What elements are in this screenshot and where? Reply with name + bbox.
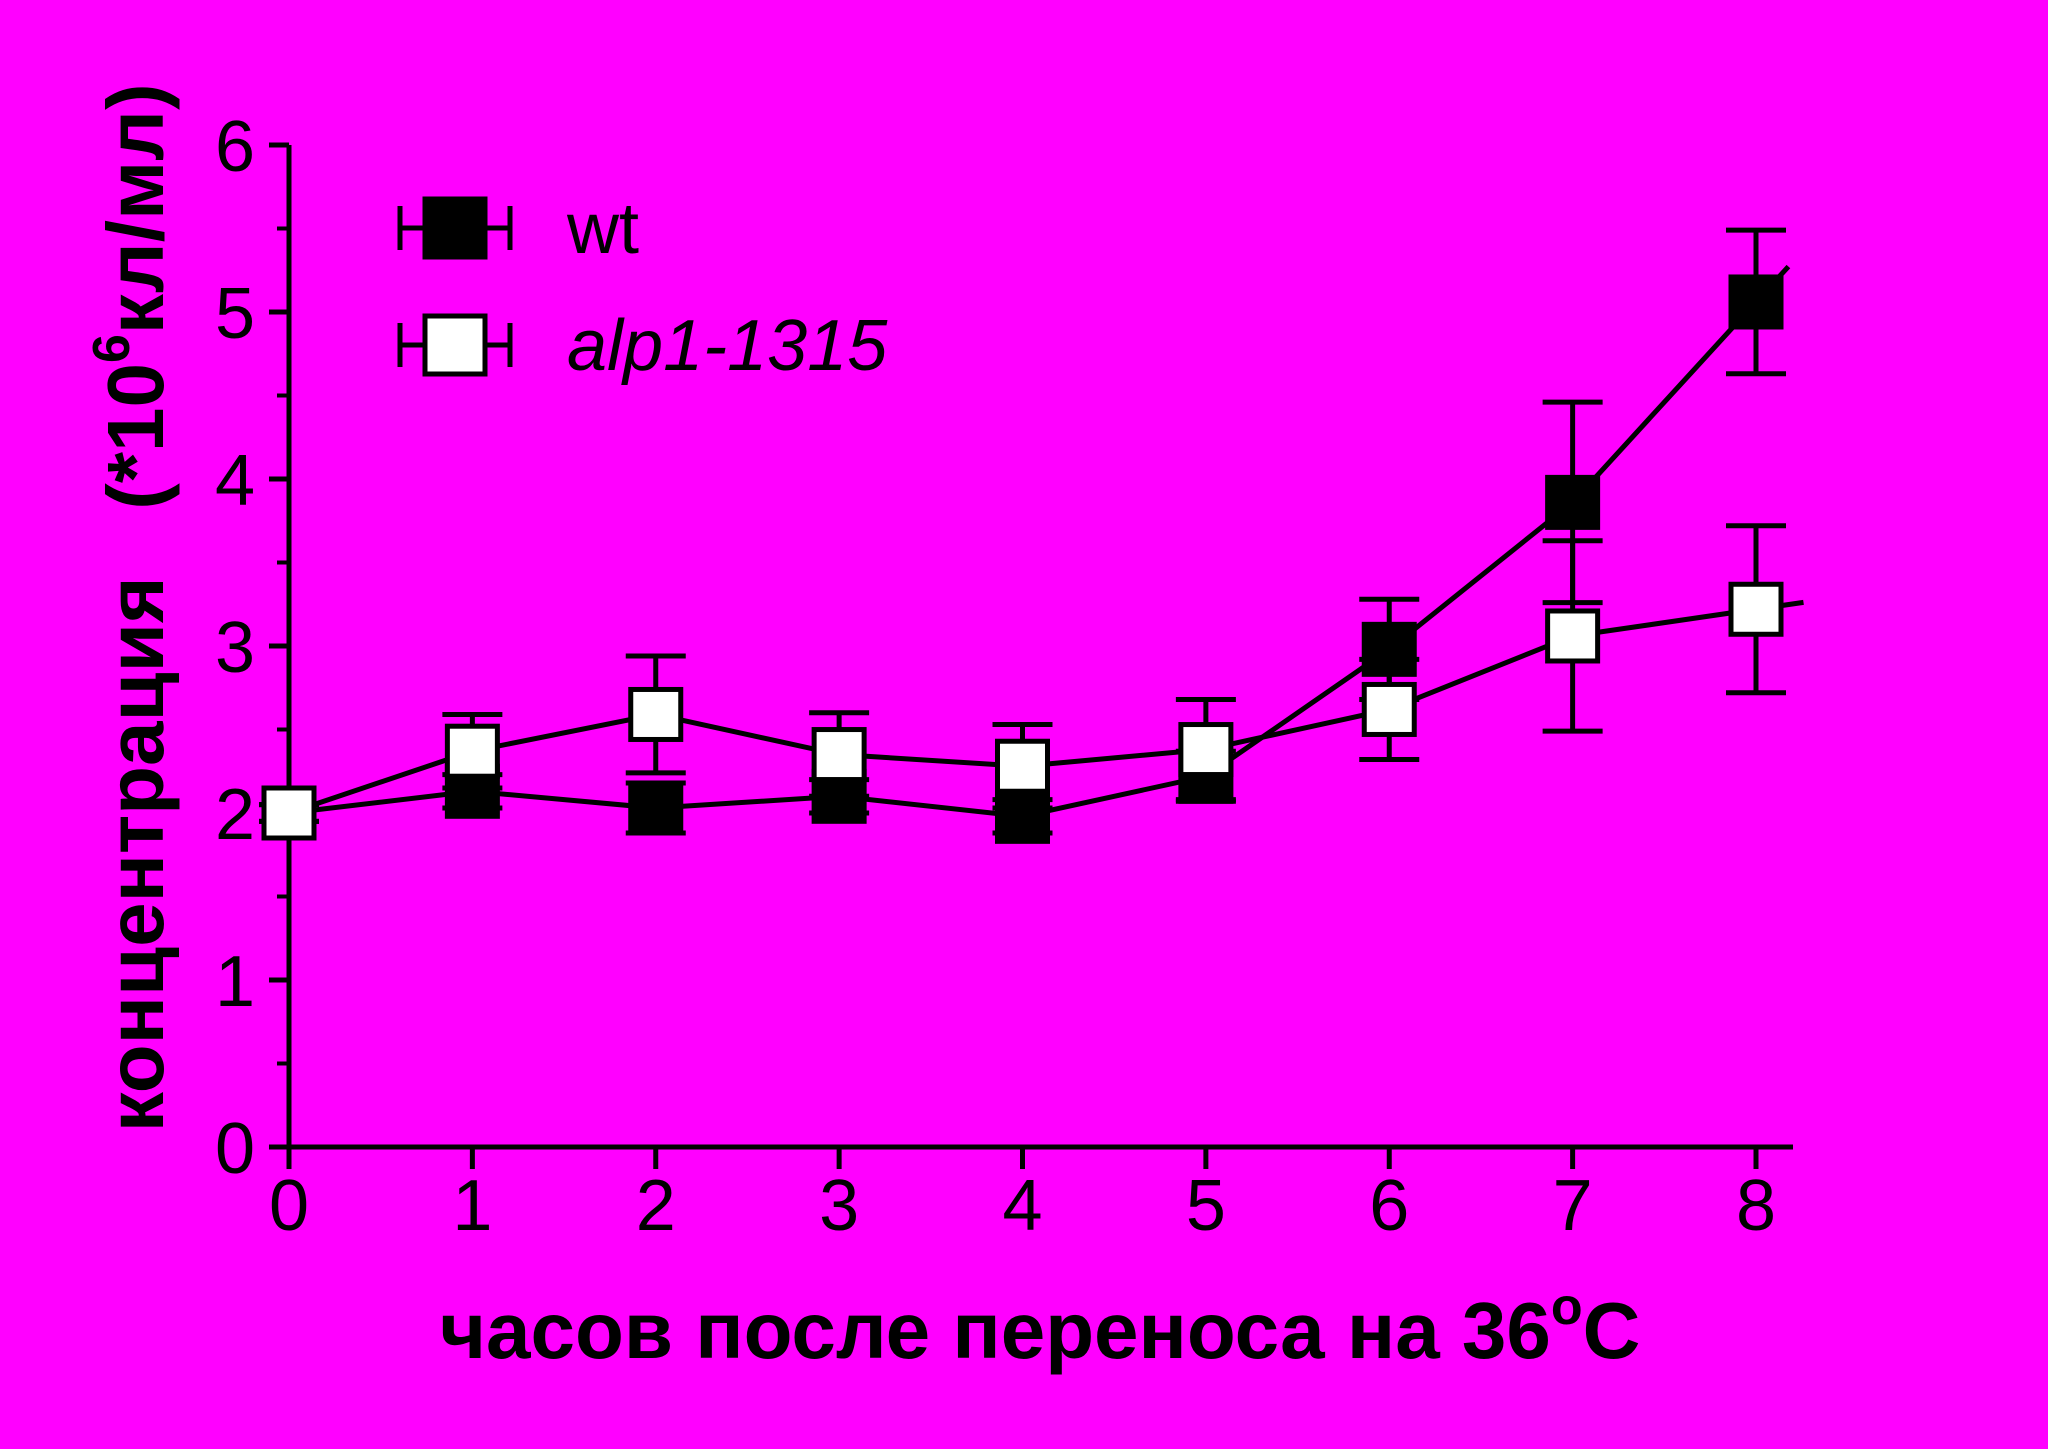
- y-axis-title-tail: кл/мл): [91, 83, 180, 334]
- x-tick-label: 5: [1186, 1166, 1226, 1246]
- legend: wt alp1-1315: [397, 189, 888, 386]
- data-point: [628, 686, 684, 742]
- x-tick-label: 3: [819, 1166, 859, 1246]
- x-ticks: 0 1 2 3 4 5 6 7 8: [269, 1147, 1776, 1246]
- y-tick-label: 4: [215, 441, 255, 521]
- y-tick-label: 3: [215, 608, 255, 688]
- data-point: [1361, 681, 1417, 737]
- y-axis-title-main: концентрация (*10: [91, 363, 180, 1132]
- data-point: [1545, 474, 1601, 530]
- y-tick-label: 1: [215, 942, 255, 1022]
- data-point: [1728, 274, 1784, 330]
- legend-label: alp1-1315: [567, 306, 888, 386]
- legend-marker: [422, 196, 488, 260]
- y-tick-label: 5: [215, 274, 255, 354]
- y-axis-title: концентрация (*106кл/мл): [83, 17, 180, 1244]
- data-point: [811, 727, 867, 783]
- y-tick-label: 0: [215, 1109, 255, 1189]
- legend-marker: [422, 313, 488, 377]
- data-point: [628, 780, 684, 836]
- x-tick-label: 1: [452, 1166, 492, 1246]
- data-point: [1178, 722, 1234, 778]
- x-tick-label: 8: [1736, 1166, 1776, 1246]
- y-ticks: 0 1 2 3 4 5 6: [215, 107, 289, 1189]
- x-tick-label: 4: [1002, 1166, 1042, 1246]
- data-point: [444, 723, 500, 779]
- data-point: [995, 738, 1050, 794]
- x-axis-title-superscript: o: [1551, 1278, 1583, 1336]
- y-tick-label: 2: [215, 775, 255, 855]
- series-layer: [259, 227, 1804, 844]
- x-tick-label: 0: [269, 1166, 309, 1246]
- axes: 0 1 2 3 4 5 6 0 1 2 3 4 5 6 7 8: [215, 107, 1793, 1246]
- y-tick-label: 6: [215, 107, 255, 187]
- x-axis-title-main: часов после переноса на 36: [440, 1286, 1551, 1375]
- data-point: [1545, 608, 1601, 664]
- legend-label: wt: [566, 189, 639, 269]
- x-tick-label: 2: [636, 1166, 676, 1246]
- x-axis-title-tail: C: [1583, 1286, 1641, 1375]
- data-point: [261, 785, 317, 841]
- data-point: [1728, 581, 1784, 637]
- x-tick-label: 7: [1553, 1166, 1593, 1246]
- x-tick-label: 6: [1369, 1166, 1409, 1246]
- y-axis-title-superscript: 6: [83, 334, 141, 363]
- series-2: [259, 523, 1804, 841]
- legend-item-2: alp1-1315: [397, 306, 888, 386]
- x-axis-title: часов после переноса на 36oC: [440, 1278, 1641, 1375]
- legend-item-1: wt: [397, 189, 639, 269]
